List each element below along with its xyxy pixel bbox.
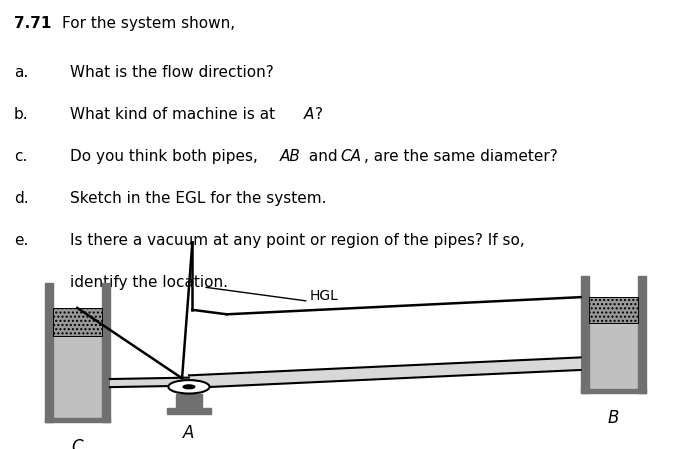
Text: c.: c. bbox=[14, 149, 27, 164]
Bar bbox=[176, 393, 202, 409]
Text: d.: d. bbox=[14, 191, 28, 206]
Text: ?: ? bbox=[315, 107, 323, 122]
Text: Do you think both pipes,: Do you think both pipes, bbox=[70, 149, 263, 164]
Text: AB: AB bbox=[280, 149, 301, 164]
Bar bbox=[581, 276, 589, 393]
Bar bbox=[168, 408, 210, 414]
Circle shape bbox=[168, 380, 210, 393]
Text: HGL: HGL bbox=[309, 289, 338, 304]
Bar bbox=[45, 418, 110, 422]
Text: What kind of machine is at: What kind of machine is at bbox=[70, 107, 280, 122]
Circle shape bbox=[183, 385, 194, 389]
Text: What is the flow direction?: What is the flow direction? bbox=[70, 65, 274, 80]
Polygon shape bbox=[189, 357, 581, 388]
Bar bbox=[53, 332, 102, 418]
Text: , are the same diameter?: , are the same diameter? bbox=[364, 149, 558, 164]
Text: B: B bbox=[607, 409, 619, 427]
Bar bbox=[53, 308, 102, 336]
Text: e.: e. bbox=[14, 233, 28, 248]
Text: A: A bbox=[183, 424, 194, 442]
Text: A: A bbox=[304, 107, 314, 122]
Text: Is there a vacuum at any point or region of the pipes? If so,: Is there a vacuum at any point or region… bbox=[70, 233, 525, 248]
Polygon shape bbox=[110, 378, 189, 387]
Text: For the system shown,: For the system shown, bbox=[62, 16, 235, 31]
Text: and: and bbox=[304, 149, 343, 164]
Bar bbox=[102, 283, 110, 422]
Text: CA: CA bbox=[340, 149, 361, 164]
Text: b.: b. bbox=[14, 107, 28, 122]
Text: C: C bbox=[71, 438, 83, 449]
Bar bbox=[638, 276, 646, 393]
Text: a.: a. bbox=[14, 65, 28, 80]
Text: Sketch in the EGL for the system.: Sketch in the EGL for the system. bbox=[70, 191, 327, 206]
Bar bbox=[45, 283, 53, 422]
Bar bbox=[589, 319, 638, 389]
Text: identify the location.: identify the location. bbox=[70, 275, 228, 290]
Bar bbox=[581, 389, 646, 393]
Bar bbox=[589, 297, 638, 323]
Text: 7.71: 7.71 bbox=[14, 16, 51, 31]
